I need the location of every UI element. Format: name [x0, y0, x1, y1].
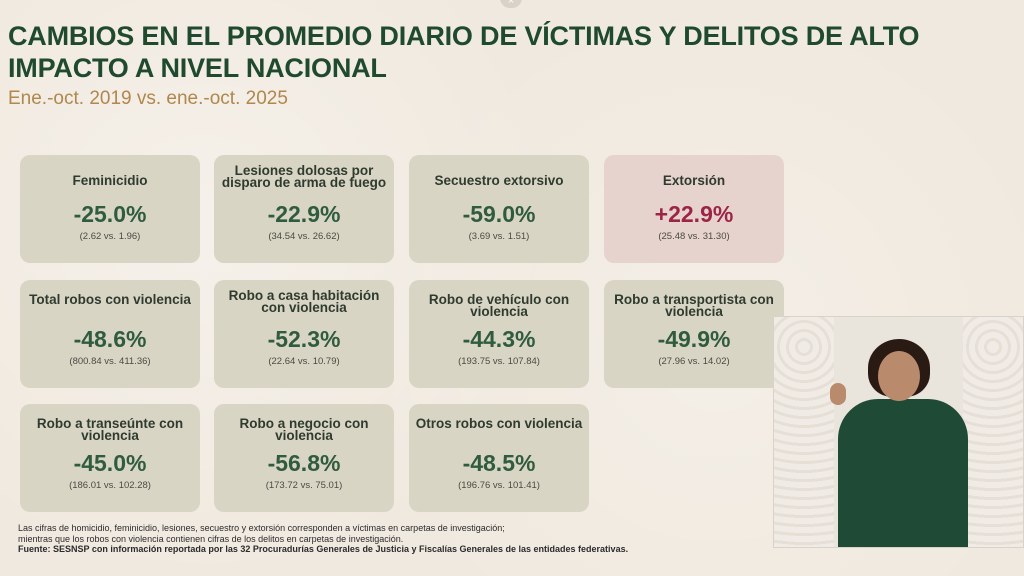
- stat-card-robo-casa: Robo a casa habitación con violencia -52…: [214, 280, 394, 388]
- interpreter-face: [878, 351, 920, 401]
- card-label: Otros robos con violencia: [415, 416, 583, 431]
- close-icon[interactable]: ×: [500, 0, 522, 8]
- stat-card-extorsion: Extorsión +22.9% (25.48 vs. 31.30): [604, 155, 784, 263]
- sign-language-interpreter-video: [773, 316, 1024, 548]
- stat-card-robo-transportista: Robo a transportista con violencia -49.9…: [604, 280, 784, 388]
- card-label: Robo a negocio con violencia: [239, 416, 369, 443]
- card-percent: -25.0%: [73, 201, 147, 227]
- card-percent: -48.5%: [462, 450, 536, 476]
- card-comparison: (2.62 vs. 1.96): [79, 231, 141, 242]
- stat-card-robo-vehiculo: Robo de vehículo con violencia -44.3% (1…: [409, 280, 589, 388]
- interpreter-figure: [838, 399, 968, 547]
- card-label: Robo a transeúnte con violencia: [36, 416, 184, 443]
- card-percent: -45.0%: [73, 450, 147, 476]
- interpreter-hand: [830, 383, 846, 405]
- card-percent: +22.9%: [654, 201, 734, 227]
- card-comparison: (25.48 vs. 31.30): [658, 231, 730, 242]
- stat-card-otros-robos: Otros robos con violencia -48.5% (196.76…: [409, 404, 589, 512]
- decorative-pattern: [774, 317, 834, 547]
- card-percent: -22.9%: [267, 201, 341, 227]
- card-comparison: (3.69 vs. 1.51): [468, 231, 530, 242]
- card-percent: -49.9%: [657, 326, 731, 352]
- card-comparison: (34.54 vs. 26.62): [268, 231, 340, 242]
- card-label: Total robos con violencia: [29, 292, 191, 307]
- card-label: Robo a transportista con violencia: [614, 292, 774, 319]
- card-comparison: (186.01 vs. 102.28): [69, 480, 151, 491]
- stat-card-secuestro-extorsivo: Secuestro extorsivo -59.0% (3.69 vs. 1.5…: [409, 155, 589, 263]
- card-label: Robo de vehículo con violencia: [428, 292, 570, 319]
- card-label: Lesiones dolosas por disparo de arma de …: [221, 163, 387, 190]
- stat-card-lesiones-dolosas: Lesiones dolosas por disparo de arma de …: [214, 155, 394, 263]
- card-percent: -44.3%: [462, 326, 536, 352]
- card-comparison: (800.84 vs. 411.36): [69, 356, 151, 367]
- stat-card-robo-transeunte: Robo a transeúnte con violencia -45.0% (…: [20, 404, 200, 512]
- card-comparison: (27.96 vs. 14.02): [658, 356, 730, 367]
- card-percent: -52.3%: [267, 326, 341, 352]
- card-label: Robo a casa habitación con violencia: [228, 288, 380, 315]
- decorative-pattern: [963, 317, 1023, 547]
- footnotes: Las cifras de homicidio, feminicidio, le…: [18, 523, 738, 555]
- card-comparison: (193.75 vs. 107.84): [458, 356, 540, 367]
- stat-card-total-robos: Total robos con violencia -48.6% (800.84…: [20, 280, 200, 388]
- card-comparison: (196.76 vs. 101.41): [458, 480, 540, 491]
- footnote-line: Las cifras de homicidio, feminicidio, le…: [18, 523, 505, 533]
- stat-card-robo-negocio: Robo a negocio con violencia -56.8% (173…: [214, 404, 394, 512]
- card-label: Extorsión: [662, 173, 726, 188]
- stat-card-feminicidio: Feminicidio -25.0% (2.62 vs. 1.96): [20, 155, 200, 263]
- card-label: Feminicidio: [72, 173, 148, 188]
- card-percent: -56.8%: [267, 450, 341, 476]
- footnote-line: mientras que los robos con violencia con…: [18, 533, 404, 544]
- page-title: CAMBIOS EN EL PROMEDIO DIARIO DE VÍCTIMA…: [8, 21, 920, 83]
- page-subtitle: Ene.-oct. 2019 vs. ene.-oct. 2025: [8, 88, 288, 109]
- footnote-source: Fuente: SESNSP con información reportada…: [18, 544, 629, 554]
- card-percent: -48.6%: [73, 326, 147, 352]
- card-comparison: (22.64 vs. 10.79): [268, 356, 340, 367]
- card-label: Secuestro extorsivo: [434, 173, 564, 188]
- card-percent: -59.0%: [462, 201, 536, 227]
- card-comparison: (173.72 vs. 75.01): [265, 480, 343, 491]
